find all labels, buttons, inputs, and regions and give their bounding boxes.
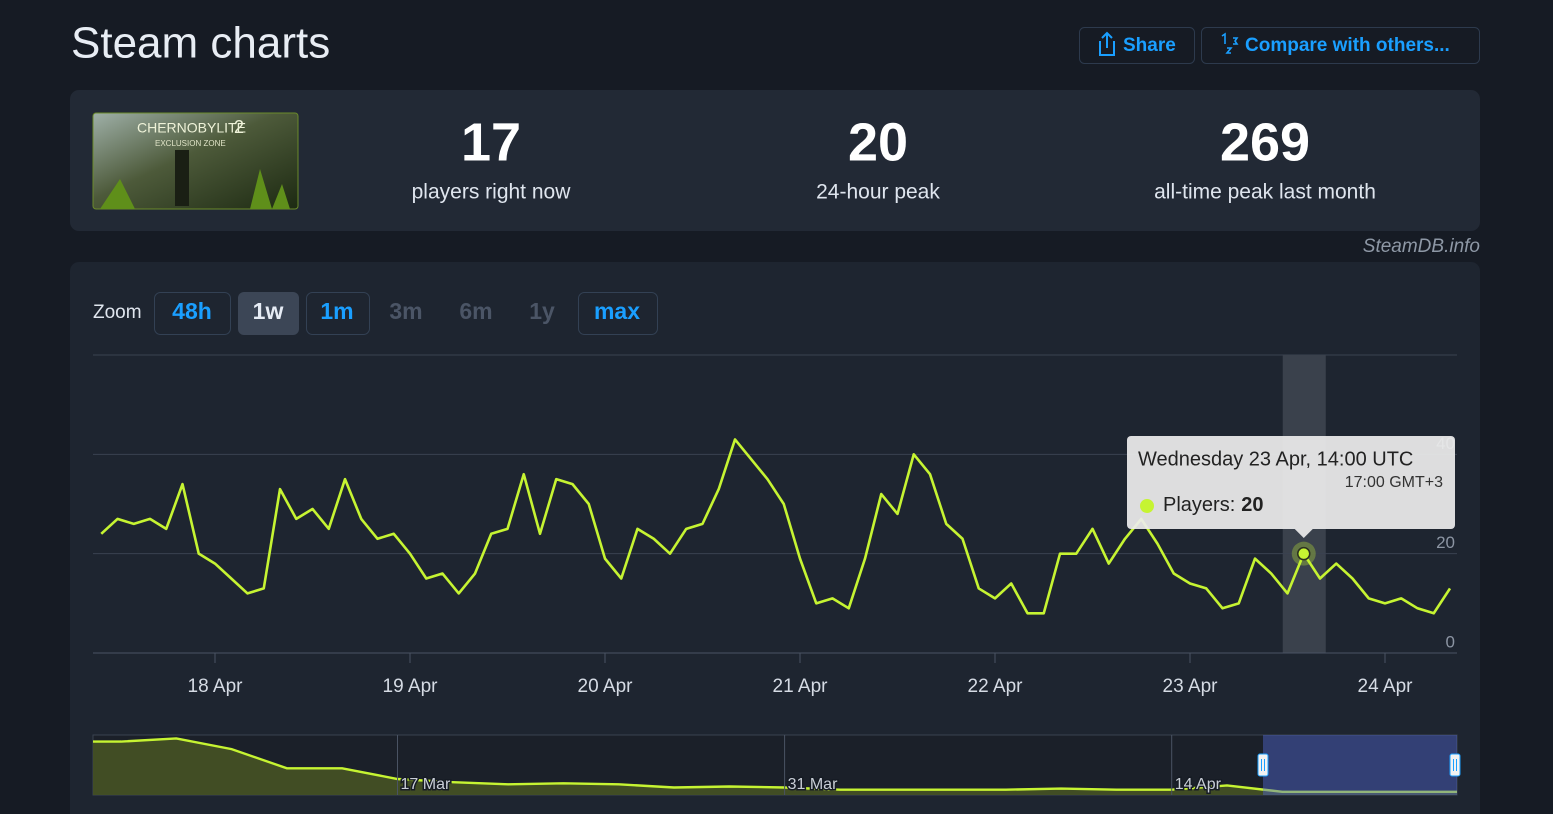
zoom-button-disabled: 3m (389, 298, 422, 324)
share-icon (1099, 31, 1115, 56)
grass (100, 169, 290, 209)
y-tick-label: 20 (1436, 533, 1455, 552)
tooltip: Wednesday 23 Apr, 14:00 UTC 17:00 GMT+3 Pl… (1127, 436, 1455, 538)
button-label: 1w (253, 298, 284, 324)
navigator-label: 14 Apr (1175, 776, 1222, 793)
button-label: 48h (172, 298, 212, 324)
tooltip-title: Wednesday 23 Apr, 14:00 UTC (1138, 448, 1413, 470)
zoom-button-disabled: 1y (529, 298, 555, 324)
tooltip-box (1127, 436, 1455, 529)
stat-label: players right now (412, 181, 572, 204)
share-button[interactable]: Share (1079, 27, 1195, 64)
handle-grip (1261, 759, 1265, 771)
button-frame (1201, 27, 1480, 64)
button-frame (578, 292, 658, 335)
image-frame (92, 112, 299, 210)
navigator-label: 31 Mar (788, 776, 838, 793)
x-tick-label: 18 Apr (188, 676, 244, 697)
stat: 269 all-time peak last month (1154, 112, 1376, 203)
navigator: 17 Mar 31 Mar 14 Apr (92, 734, 1461, 796)
x-tick-label: 22 Apr (968, 676, 1024, 697)
y-tick-label: 0 (1446, 632, 1455, 651)
navigator-label: 17 Mar (401, 776, 451, 793)
chart-panel (70, 262, 1480, 814)
series-line (100, 438, 1452, 615)
compare-button[interactable]: Compare with others... (1201, 27, 1480, 64)
stat: 20 24-hour peak (816, 112, 940, 203)
tooltip-marker (1140, 499, 1154, 513)
stat-value: 20 (848, 112, 908, 172)
zoom-button-disabled: 6m (459, 298, 492, 324)
tooltip-subtitle: 17:00 GMT+3 (1345, 474, 1443, 491)
page-title: Steam charts (71, 19, 330, 68)
navigator-selection (1263, 735, 1457, 795)
handle-grip (1453, 759, 1457, 771)
stat-value: 269 (1220, 112, 1310, 172)
logo-subtitle: EXCLUSION ZONE (155, 139, 226, 148)
handle (1449, 753, 1461, 777)
credit: SteamDB.info (1363, 236, 1480, 257)
button-frame (238, 292, 299, 335)
button-frame (154, 292, 231, 335)
button-frame (306, 292, 370, 335)
zoom-button[interactable]: max (578, 292, 658, 335)
zoom-button[interactable]: 1w (238, 292, 299, 335)
navigator-area (93, 738, 1457, 795)
tooltip-label-text: Players: (1163, 494, 1235, 516)
x-tick-label: 24 Apr (1358, 676, 1414, 697)
zoom-button[interactable]: 1m (306, 292, 370, 335)
tooltip-label: Players: 20 (1163, 494, 1264, 516)
stat: 17 players right now (412, 112, 572, 203)
button-frame (1079, 27, 1195, 64)
x-tick-label: 19 Apr (383, 676, 439, 697)
stat-value: 17 (461, 112, 521, 172)
stat-label: all-time peak last month (1154, 181, 1376, 204)
compare-icon (1221, 32, 1239, 54)
stats-panel (70, 90, 1480, 231)
button-label: Share (1123, 35, 1176, 56)
x-tick-label: 20 Apr (578, 676, 634, 697)
navigator-handle[interactable] (1257, 753, 1269, 777)
button-label: Compare with others... (1245, 35, 1450, 56)
x-tick-label: 23 Apr (1163, 676, 1219, 697)
stat-label: 24-hour peak (816, 181, 940, 204)
button-label: max (594, 298, 640, 324)
zoom-button[interactable]: 48h (154, 292, 231, 335)
figure (175, 150, 189, 206)
tooltip-pointer (1294, 529, 1313, 538)
handle (1257, 753, 1269, 777)
x-tick-label: 21 Apr (773, 676, 829, 697)
button-label: 1m (320, 298, 353, 324)
navigator-handle[interactable] (1449, 753, 1461, 777)
game-image: CHERNOBYLITE 2 EXCLUSION ZONE (92, 112, 299, 210)
hover-point (1297, 546, 1311, 561)
tooltip-value: 20 (1241, 494, 1263, 516)
zoom-label: Zoom (93, 302, 142, 323)
logo-number: 2 (234, 117, 244, 137)
logo-name: CHERNOBYLITE (137, 120, 246, 136)
